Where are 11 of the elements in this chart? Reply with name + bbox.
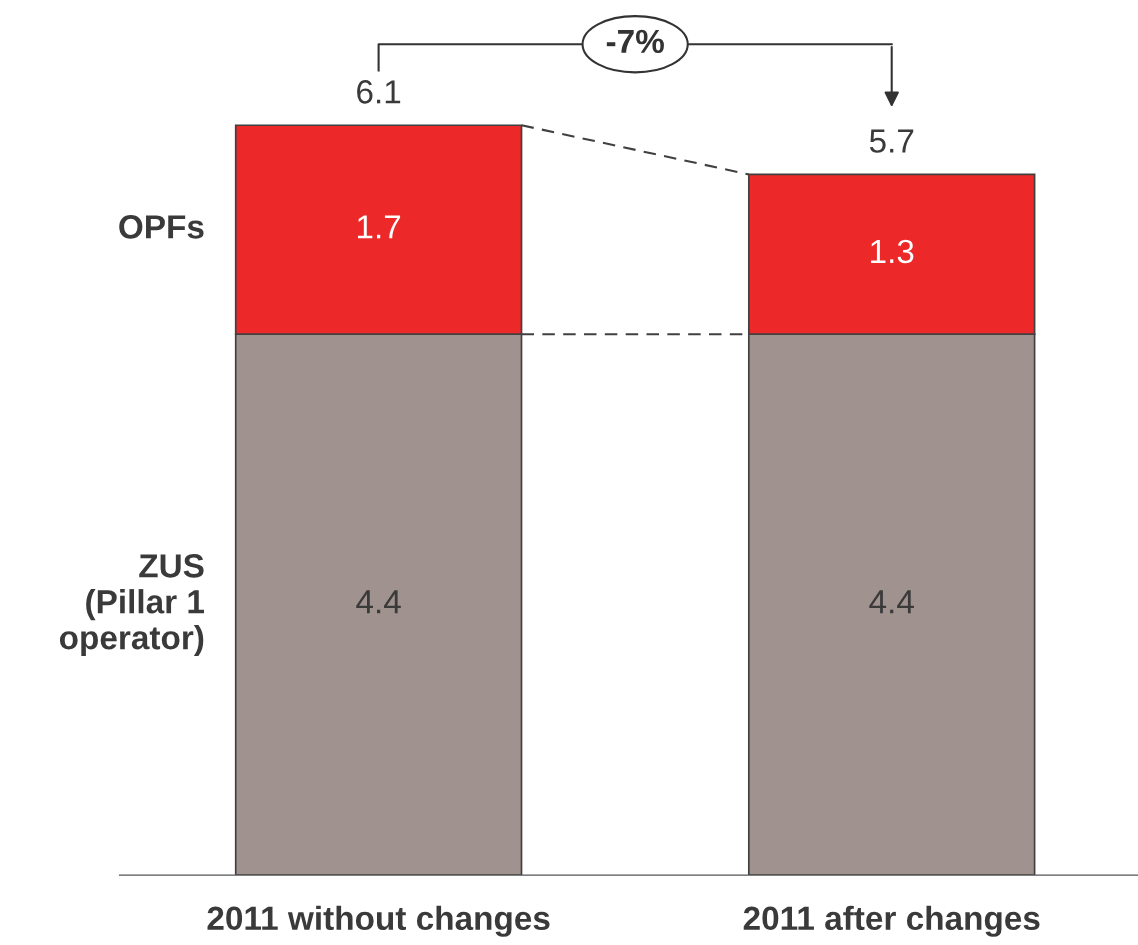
- data-label: 1.7: [357, 215, 401, 239]
- text: -7%: [606, 29, 664, 54]
- data-label: 4.4: [356, 590, 401, 614]
- series-label: ZUS (Pillar 1 operator): [59, 554, 204, 657]
- total-label: 6.1: [357, 80, 401, 104]
- x-tick-label: 2011 after changes: [743, 905, 1040, 937]
- data-label: 1.3: [871, 239, 914, 264]
- total-label: 5.7: [869, 129, 914, 153]
- series-label: OPFs: [119, 215, 204, 239]
- x-tick-label: 2011 without changes: [207, 905, 550, 937]
- data-label: 4.4: [869, 590, 914, 614]
